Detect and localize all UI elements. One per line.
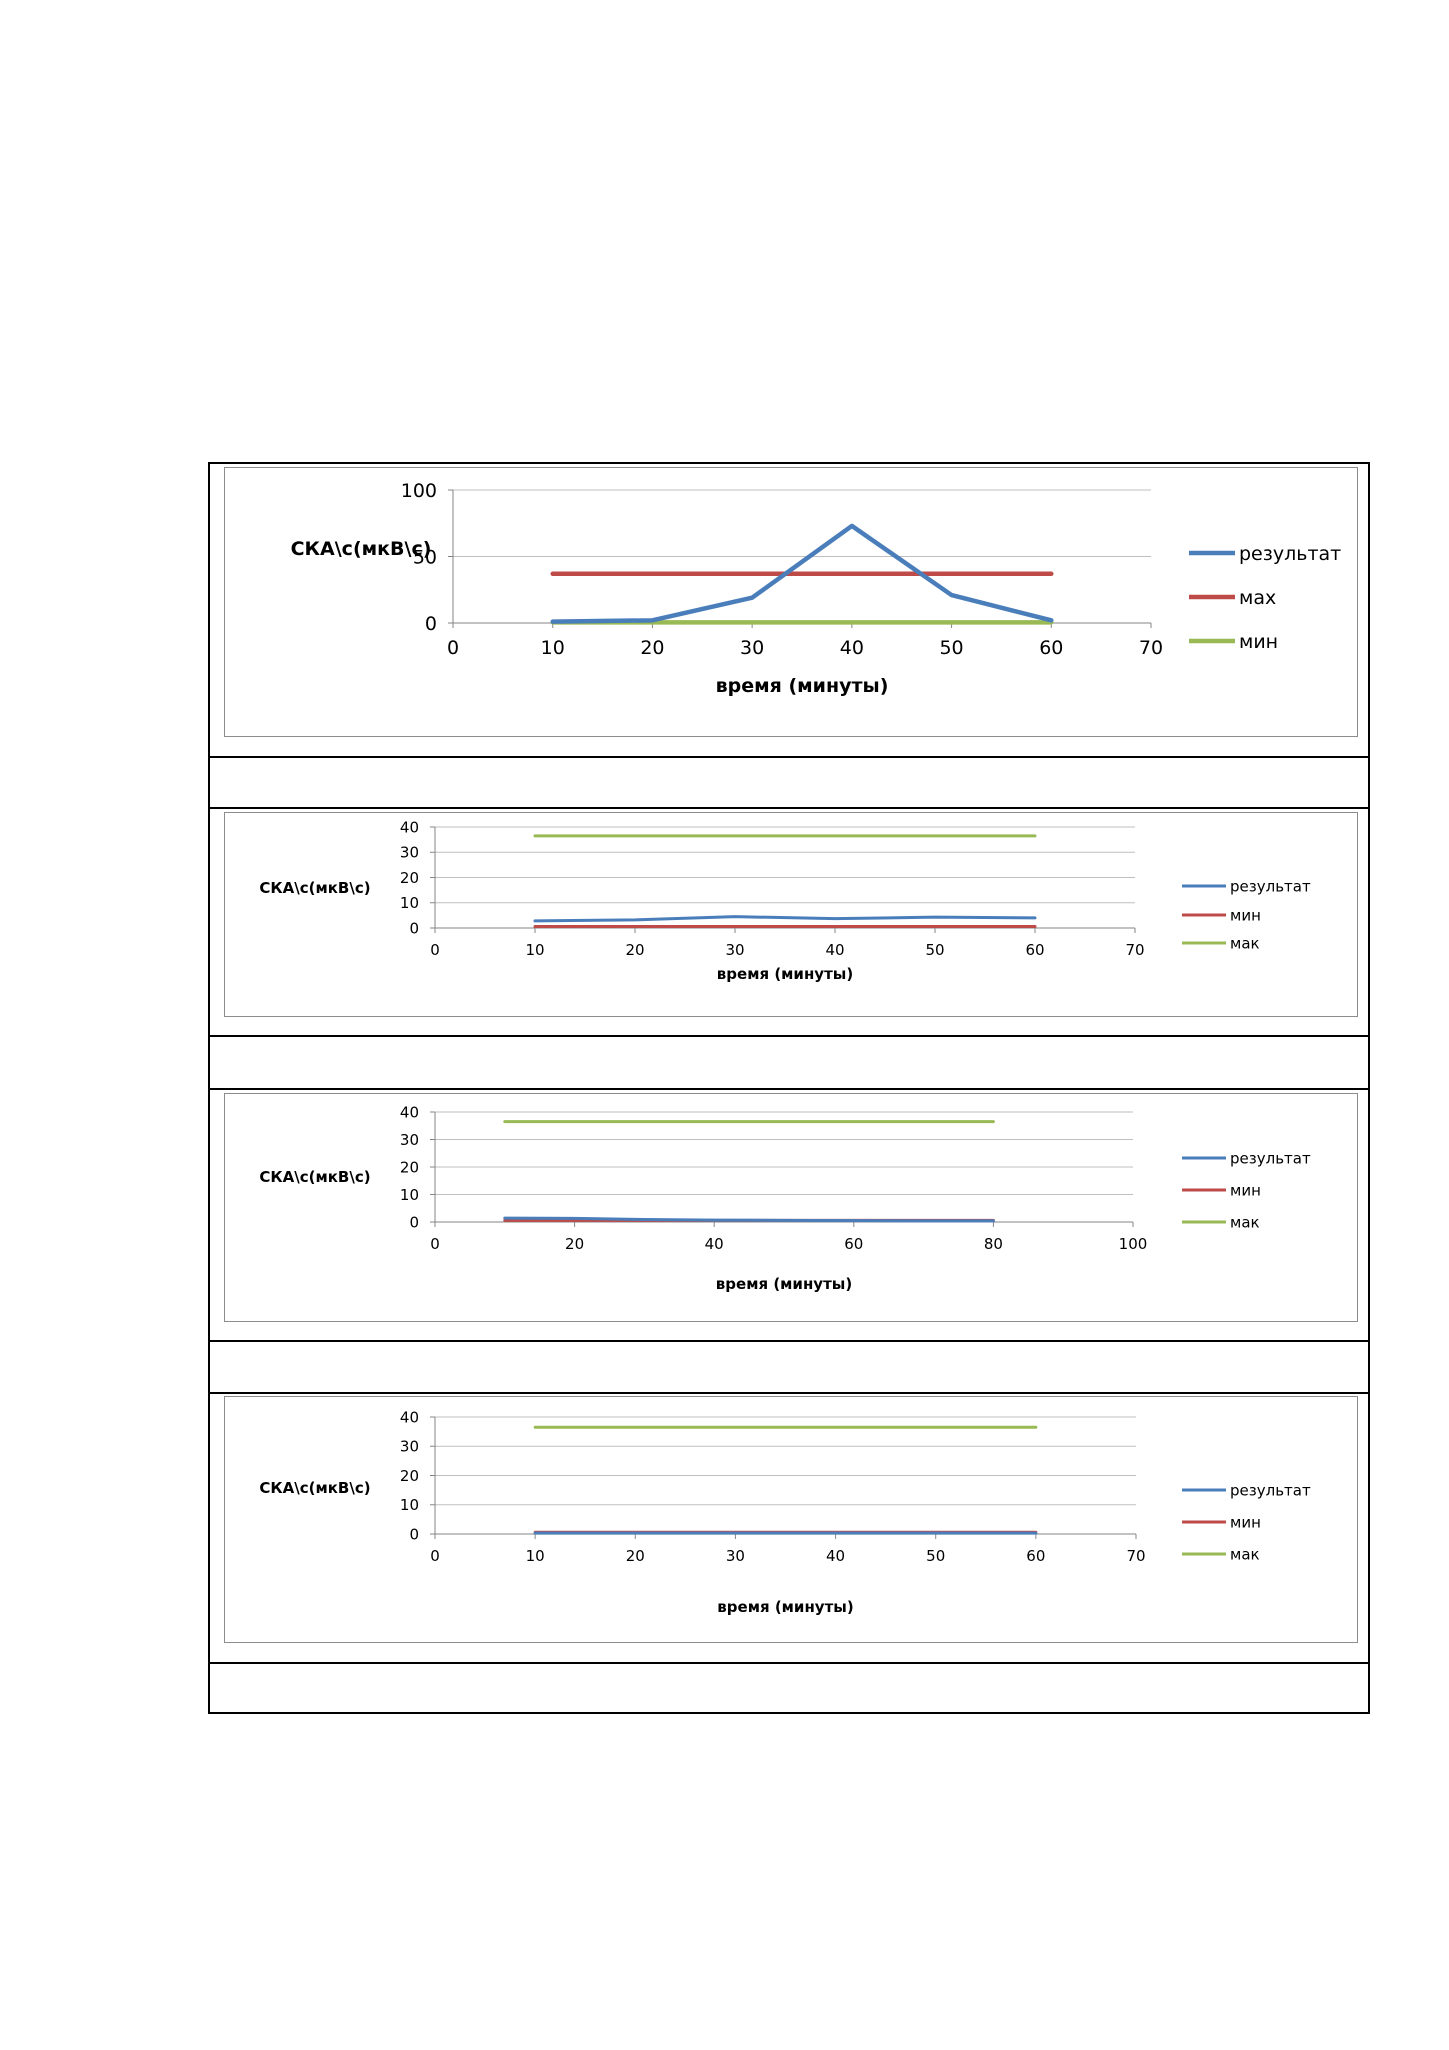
y-axis-title: СКА\с(мкВ\с) bbox=[259, 879, 370, 897]
x-tick-label: 70 bbox=[1139, 637, 1163, 659]
x-tick-label: 70 bbox=[1125, 941, 1144, 959]
x-tick-label: 10 bbox=[525, 941, 544, 959]
y-tick-label: 0 bbox=[409, 919, 419, 937]
x-tick-label: 10 bbox=[526, 1547, 545, 1565]
x-tick-label: 40 bbox=[840, 637, 864, 659]
x-tick-label: 80 bbox=[984, 1235, 1003, 1253]
chart-2: 0 10 20 30 40 0 10 20 30 40 50 60 70 СКА\с(мкВ\с) врем… bbox=[224, 812, 1358, 1017]
legend-label: результат bbox=[1230, 877, 1311, 895]
x-tick-label: 20 bbox=[565, 1235, 584, 1253]
chart-3: 0 10 20 30 40 0 20 40 60 80 100 СКА\с(мкВ\с) время (… bbox=[224, 1093, 1358, 1322]
x-tick-label: 20 bbox=[640, 637, 664, 659]
legend-label: мин bbox=[1230, 1513, 1261, 1531]
legend-label: мин bbox=[1239, 631, 1278, 653]
y-tick-label: 40 bbox=[400, 818, 419, 836]
chart-1-svg: 0 50 100 0 10 20 30 40 50 60 70 СКА\с(мкВ\с) время (… bbox=[291, 480, 1342, 697]
legend-label: результат bbox=[1239, 543, 1341, 565]
y-tick-label: 10 bbox=[400, 1186, 419, 1204]
y-tick-label: 20 bbox=[400, 869, 419, 887]
x-tick-label: 30 bbox=[740, 637, 764, 659]
y-tick-label: 20 bbox=[400, 1467, 419, 1485]
legend-label: мак bbox=[1230, 934, 1260, 952]
table-row-divider bbox=[208, 1340, 1370, 1342]
table-row-divider bbox=[208, 1392, 1370, 1394]
table-row-divider bbox=[208, 1662, 1370, 1664]
chart-4: 0 10 20 30 40 0 10 20 30 40 50 60 70 СКА\с(мкВ\с) врем… bbox=[224, 1396, 1358, 1643]
x-tick-label: 100 bbox=[1119, 1235, 1148, 1253]
y-tick-label: 10 bbox=[400, 1496, 419, 1514]
series-line-blue bbox=[550, 523, 1054, 624]
x-tick-label: 60 bbox=[1025, 941, 1044, 959]
x-axis-title: время (минуты) bbox=[716, 1275, 852, 1293]
chart-3-svg: 0 10 20 30 40 0 20 40 60 80 100 СКА\с(мкВ\с) время (… bbox=[259, 1103, 1311, 1293]
x-tick-label: 30 bbox=[725, 941, 744, 959]
series-line-blue bbox=[503, 1216, 995, 1223]
table-row-divider bbox=[208, 1035, 1370, 1037]
chart-1: 0 50 100 0 10 20 30 40 50 60 70 СКА\с(мкВ\с) время (… bbox=[224, 467, 1358, 737]
y-tick-label: 0 bbox=[409, 1525, 419, 1543]
legend-label: мак bbox=[1230, 1213, 1260, 1231]
x-axis-title: время (минуты) bbox=[717, 1598, 853, 1616]
x-tick-label: 40 bbox=[705, 1235, 724, 1253]
series-line-blue bbox=[533, 915, 1037, 923]
x-axis-title: время (минуты) bbox=[716, 675, 889, 697]
y-tick-label: 100 bbox=[401, 480, 437, 502]
y-tick-label: 0 bbox=[409, 1213, 419, 1231]
y-axis-title: СКА\с(мкВ\с) bbox=[259, 1168, 370, 1186]
x-tick-label: 20 bbox=[626, 1547, 645, 1565]
y-tick-label: 40 bbox=[400, 1103, 419, 1121]
x-tick-label: 10 bbox=[541, 637, 565, 659]
x-tick-label: 50 bbox=[925, 941, 944, 959]
y-tick-label: 20 bbox=[400, 1158, 419, 1176]
x-tick-label: 20 bbox=[625, 941, 644, 959]
y-tick-label: 30 bbox=[400, 844, 419, 862]
legend-label: мах bbox=[1239, 587, 1276, 609]
legend-label: результат bbox=[1230, 1149, 1311, 1167]
x-tick-label: 0 bbox=[430, 1235, 440, 1253]
x-tick-label: 60 bbox=[1039, 637, 1063, 659]
x-tick-label: 50 bbox=[939, 637, 963, 659]
x-tick-label: 0 bbox=[447, 637, 459, 659]
x-tick-label: 0 bbox=[430, 1547, 440, 1565]
y-tick-label: 50 bbox=[413, 546, 437, 568]
chart-4-svg: 0 10 20 30 40 0 10 20 30 40 50 60 70 СКА\с(мкВ\с) врем… bbox=[259, 1408, 1311, 1616]
chart-2-svg: 0 10 20 30 40 0 10 20 30 40 50 60 70 СКА\с(мкВ\с) врем… bbox=[259, 818, 1311, 983]
x-tick-label: 40 bbox=[826, 1547, 845, 1565]
x-tick-label: 50 bbox=[926, 1547, 945, 1565]
x-tick-label: 30 bbox=[726, 1547, 745, 1565]
y-tick-label: 30 bbox=[400, 1438, 419, 1456]
legend-label: мин bbox=[1230, 906, 1261, 924]
x-axis-title: время (минуты) bbox=[717, 965, 853, 983]
y-axis-title: СКА\с(мкВ\с) bbox=[291, 538, 432, 560]
x-tick-label: 40 bbox=[825, 941, 844, 959]
legend-label: мин bbox=[1230, 1181, 1261, 1199]
y-tick-label: 0 bbox=[425, 613, 437, 635]
x-tick-label: 0 bbox=[430, 941, 440, 959]
x-tick-label: 60 bbox=[1026, 1547, 1045, 1565]
y-axis-title: СКА\с(мкВ\с) bbox=[259, 1479, 370, 1497]
x-tick-label: 70 bbox=[1126, 1547, 1145, 1565]
table-row-divider bbox=[208, 807, 1370, 809]
y-tick-label: 10 bbox=[400, 894, 419, 912]
y-tick-label: 30 bbox=[400, 1131, 419, 1149]
y-tick-label: 40 bbox=[400, 1408, 419, 1426]
table-row-divider bbox=[208, 756, 1370, 758]
x-tick-label: 60 bbox=[844, 1235, 863, 1253]
table-row-divider bbox=[208, 1088, 1370, 1090]
legend-label: результат bbox=[1230, 1481, 1311, 1499]
legend-label: мак bbox=[1230, 1545, 1260, 1563]
